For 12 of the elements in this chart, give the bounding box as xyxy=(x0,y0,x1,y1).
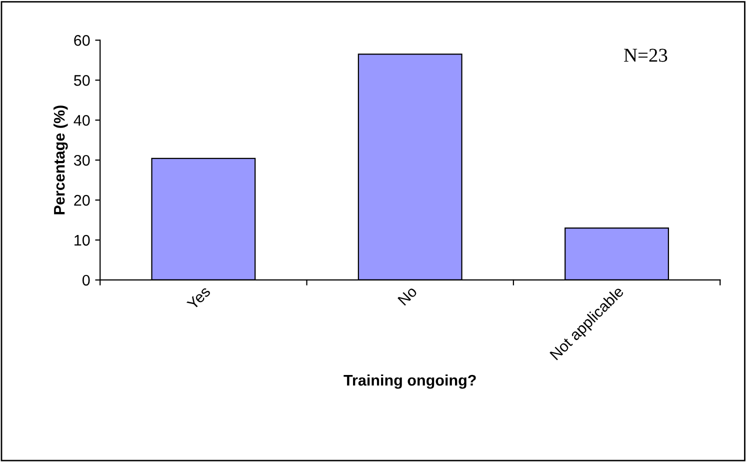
y-tick-label: 20 xyxy=(74,194,90,206)
x-axis-title: Training ongoing? xyxy=(344,374,476,389)
annotation: N=23 xyxy=(624,48,668,62)
y-tick-label: 0 xyxy=(82,274,90,286)
y-tick-label: 40 xyxy=(74,114,90,126)
y-axis-title: Percentage (%) xyxy=(54,106,68,214)
y-tick-label: 60 xyxy=(74,35,90,46)
y-tick-label: 10 xyxy=(74,234,90,246)
x-tick-label: No xyxy=(398,286,418,306)
y-tick-label: 50 xyxy=(74,75,90,86)
x-tick-label: Yes xyxy=(186,286,211,310)
y-tick-label: 30 xyxy=(74,154,90,166)
